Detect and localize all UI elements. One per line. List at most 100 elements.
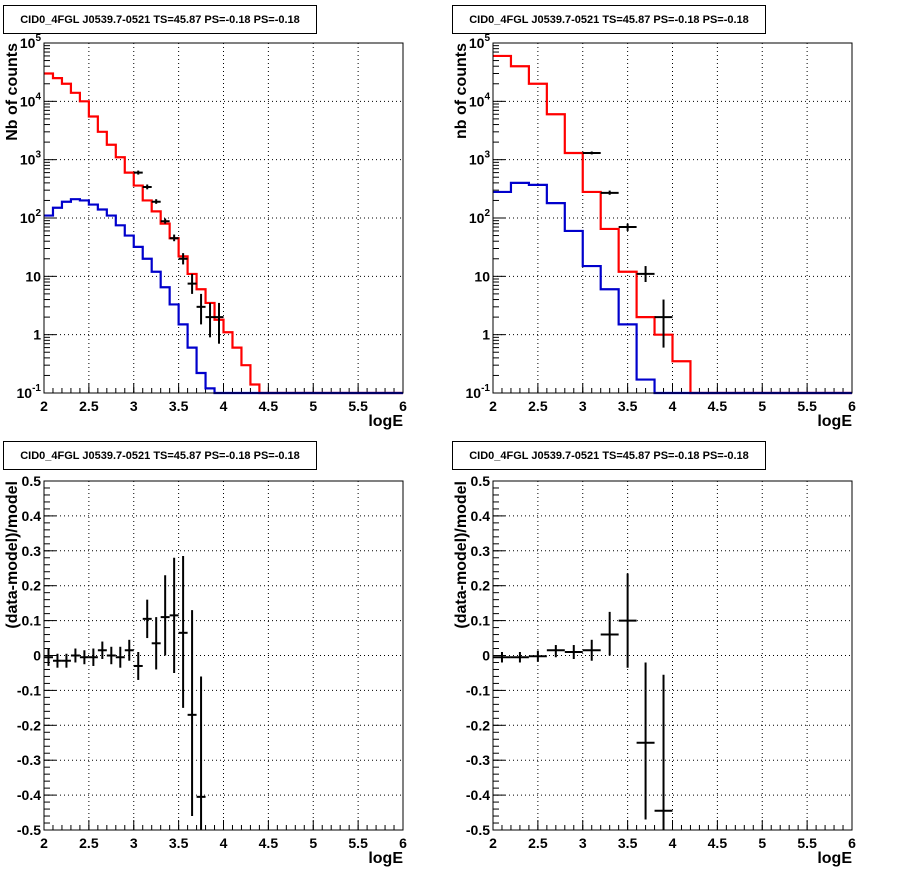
y-tick-label: 0.2: [471, 578, 491, 594]
y-axis-label: Nb of counts: [4, 43, 21, 141]
data-point: [124, 639, 134, 661]
x-tick-label: 3.5: [169, 835, 189, 851]
data-point: [169, 557, 179, 673]
data-point: [169, 234, 179, 242]
data-point: [142, 599, 152, 639]
data-point: [160, 575, 170, 656]
x-tick-label: 6: [399, 398, 407, 414]
series-data-points: [493, 573, 673, 830]
x-tick-label: 6: [848, 398, 856, 414]
panel-3-title: CID0_4FGL J0539.7-0521 TS=45.87 PS=-0.18…: [3, 441, 317, 470]
y-tick-label: 0.4: [22, 508, 42, 524]
series-model_total: [44, 72, 403, 395]
y-tick-exponent: 4: [484, 91, 490, 102]
y-tick-exponent: 2: [35, 208, 41, 219]
x-tick-label: 5.5: [348, 835, 368, 851]
data-point: [61, 653, 71, 668]
data-point: [636, 662, 655, 820]
data-point: [564, 645, 583, 659]
y-tick-label: 10: [474, 268, 490, 284]
y-tick-exponent: -1: [481, 383, 490, 394]
y-tick-label: 0.2: [22, 578, 42, 594]
x-axis-label: logE: [817, 413, 852, 430]
panel-2-title: CID0_4FGL J0539.7-0521 TS=45.87 PS=-0.18…: [452, 5, 766, 34]
y-tick-base: 10: [469, 35, 485, 51]
x-tick-label: 4.5: [708, 835, 728, 851]
y-tick-label: 10: [25, 268, 41, 284]
data-point: [52, 653, 62, 668]
y-tick-label: 0: [482, 648, 490, 664]
data-point: [133, 170, 143, 175]
x-tick-label: 3: [579, 835, 587, 851]
x-tick-label: 3: [130, 398, 138, 414]
x-tick-label: 4: [220, 835, 228, 851]
data-point: [160, 218, 170, 224]
panel-4-title: CID0_4FGL J0539.7-0521 TS=45.87 PS=-0.18…: [452, 441, 766, 470]
data-point: [142, 184, 152, 190]
y-tick-base: 10: [20, 93, 36, 109]
y-axis-label: (data-model)/model: [4, 481, 21, 629]
panel-1: 2 2.5 3 3.5 4 4.5 5 5.5 610-1110102103104105logE…: [4, 33, 407, 430]
data-point: [115, 646, 125, 668]
x-tick-label: 5: [309, 398, 317, 414]
data-point: [133, 652, 143, 680]
y-tick-label: 104: [469, 91, 491, 109]
x-tick-label: 2: [489, 398, 497, 414]
data-point: [654, 299, 673, 348]
x-tick-label: 3: [579, 398, 587, 414]
x-tick-label: 2: [489, 835, 497, 851]
y-tick-label: 105: [20, 33, 42, 51]
x-tick-label: 5.5: [797, 835, 817, 851]
data-point: [546, 645, 565, 658]
data-point: [178, 253, 188, 265]
x-tick-label: 4: [669, 835, 677, 851]
y-tick-label: 103: [469, 150, 491, 168]
y-tick-label: 10-1: [17, 383, 42, 401]
y-tick-base: 10: [469, 93, 485, 109]
data-point: [582, 151, 601, 155]
y-tick-label: 0: [33, 648, 41, 664]
data-point: [44, 648, 53, 666]
y-tick-label: -0.4: [466, 787, 490, 803]
plot-frame: [492, 42, 853, 394]
y-tick-label: 105: [469, 33, 491, 51]
data-point: [214, 302, 224, 344]
x-tick-label: 4.5: [259, 398, 279, 414]
y-axis-label: (data-model)/model: [453, 481, 470, 629]
y-tick-label: 10-1: [466, 383, 491, 401]
data-point: [196, 676, 206, 830]
x-tick-label: 3.5: [169, 398, 189, 414]
y-tick-label: 0.1: [471, 613, 491, 629]
y-tick-exponent: 5: [484, 33, 490, 44]
data-point: [151, 617, 161, 670]
panel-4: 2 2.5 3 3.5 4 4.5 5 5.5 6 -0.5 -0.4 -0.3 -0.2 -0.1 0 0.…: [453, 473, 856, 867]
y-tick-label: 104: [20, 91, 42, 109]
x-tick-label: 2: [40, 835, 48, 851]
data-point: [79, 650, 89, 665]
x-axis-label: logE: [817, 850, 852, 867]
data-point: [187, 610, 197, 817]
series-data-points: [44, 556, 206, 830]
y-tick-base: 10: [17, 385, 33, 401]
y-tick-base: 10: [466, 385, 482, 401]
data-point: [654, 674, 673, 830]
y-tick-label: 103: [20, 150, 42, 168]
data-point: [196, 293, 206, 325]
y-tick-base: 10: [469, 210, 485, 226]
y-tick-label: 0.5: [22, 473, 42, 489]
x-tick-label: 4.5: [708, 398, 728, 414]
y-tick-label: 0.4: [471, 508, 491, 524]
x-tick-label: 6: [399, 835, 407, 851]
data-point: [636, 266, 655, 282]
x-tick-label: 2.5: [528, 398, 548, 414]
data-point: [97, 641, 107, 659]
y-tick-label: -0.3: [17, 752, 41, 768]
data-point: [618, 223, 637, 231]
y-tick-label: -0.2: [466, 717, 490, 733]
data-point: [70, 648, 80, 663]
y-tick-label: 0.5: [471, 473, 491, 489]
series-data-points: [582, 151, 673, 348]
data-point: [493, 652, 511, 663]
x-axis-label: logE: [368, 850, 403, 867]
y-tick-label: -0.1: [17, 682, 41, 698]
